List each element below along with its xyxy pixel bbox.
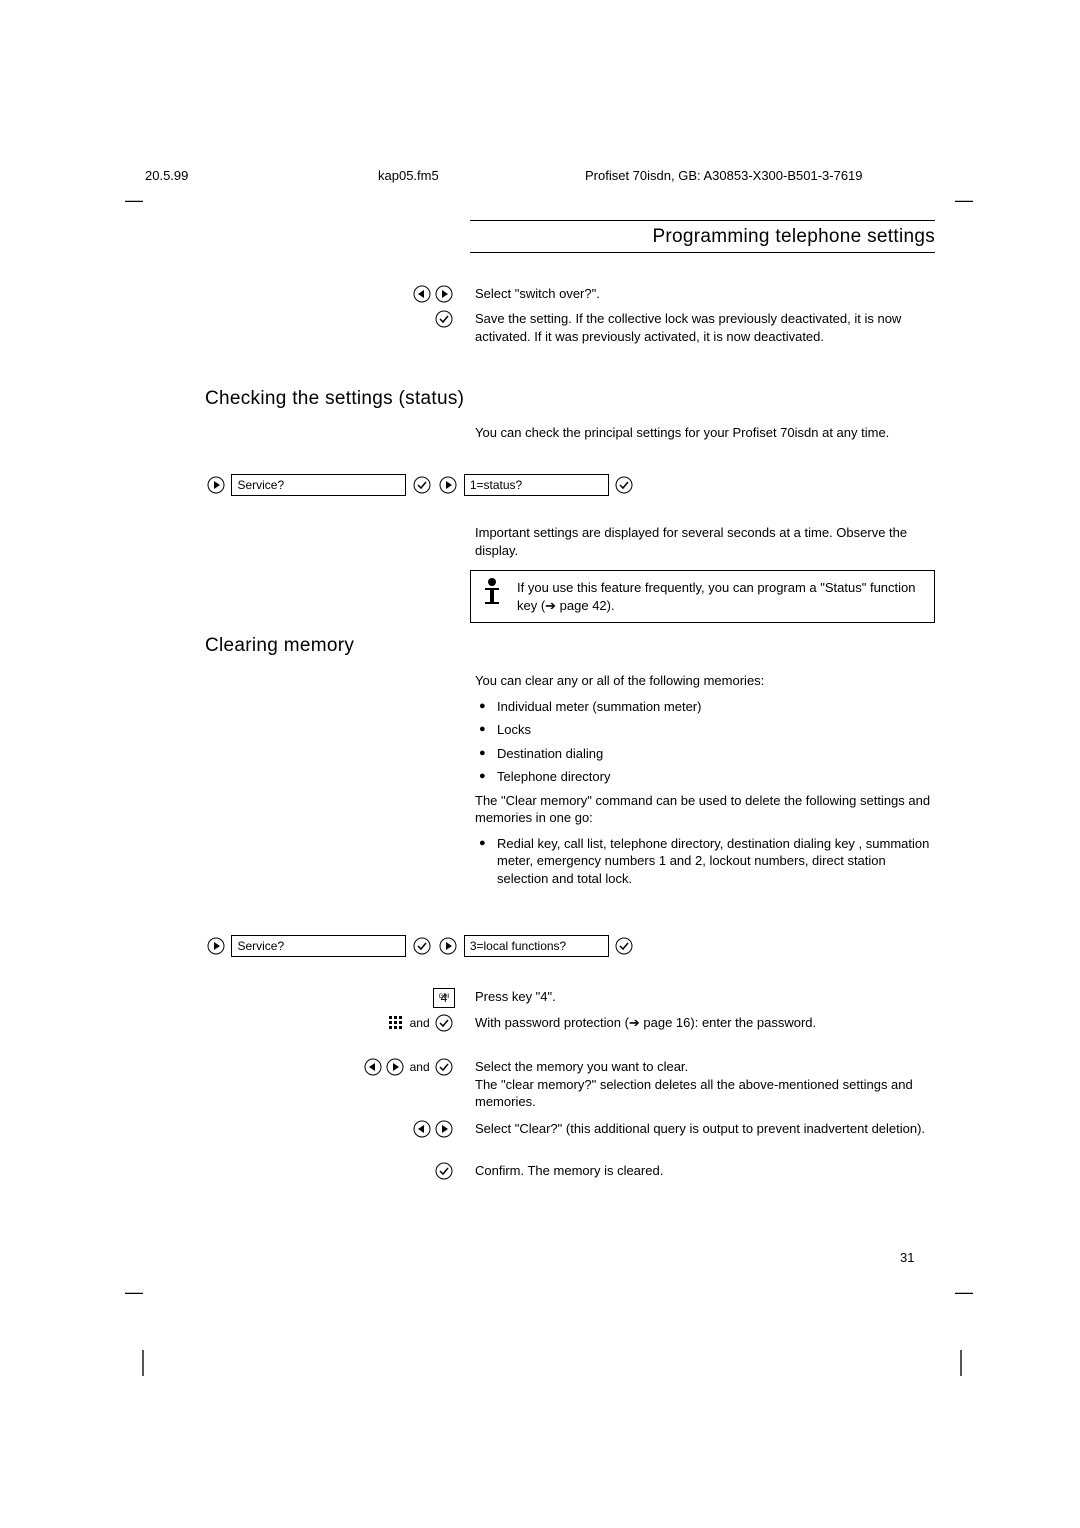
conjunction: and	[406, 1016, 433, 1030]
list-item: Locks	[475, 721, 940, 739]
ok-icon	[615, 937, 633, 955]
body-text: You can clear any or all of the followin…	[475, 672, 940, 690]
arrow-right-icon	[435, 1120, 453, 1138]
list-item: Telephone directory	[475, 768, 940, 786]
key-icons: and	[205, 1058, 465, 1076]
key-sequence: Service? 3=local functions?	[205, 935, 935, 963]
key-icons: 4GHI	[205, 988, 465, 1008]
page-number: 31	[900, 1250, 914, 1265]
body-text: The "Clear memory" command can be used t…	[475, 792, 940, 827]
arrow-right-icon	[439, 476, 457, 494]
crop-mark: —	[955, 1282, 973, 1303]
arrow-right-icon	[386, 1058, 404, 1076]
arrow-left-icon	[413, 285, 431, 303]
section-heading: Clearing memory	[205, 635, 354, 657]
conjunction: and	[406, 1060, 433, 1074]
ok-icon	[435, 1058, 453, 1076]
keycap-4: 4GHI	[433, 988, 455, 1008]
ok-icon	[435, 1162, 453, 1180]
instruction-text: Select the memory you want to clear. The…	[475, 1058, 940, 1111]
key-sequence: Service? 1=status?	[205, 474, 935, 502]
instruction-text: Select "switch over?".	[475, 285, 940, 303]
display-box: Service?	[231, 474, 406, 496]
instruction-text: Confirm. The memory is cleared.	[475, 1162, 940, 1180]
list-item: Redial key, call list, telephone directo…	[475, 835, 940, 888]
cut-mark	[960, 1350, 962, 1376]
list-item: Destination dialing	[475, 745, 940, 763]
key-icons	[205, 1120, 465, 1138]
instruction-text: Select "Clear?" (this additional query i…	[475, 1120, 940, 1138]
instruction-text: Save the setting. If the collective lock…	[475, 310, 940, 345]
key-icons	[205, 285, 465, 303]
display-box: 1=status?	[464, 474, 609, 496]
arrow-left-icon	[364, 1058, 382, 1076]
arrow-right-icon	[207, 937, 225, 955]
ok-icon	[435, 1014, 453, 1032]
info-person-icon	[479, 577, 505, 607]
note-text: If you use this feature frequently, you …	[517, 580, 916, 613]
arrow-left-icon	[413, 1120, 431, 1138]
instruction-text: With password protection (➔ page 16): en…	[475, 1014, 940, 1032]
ok-icon	[615, 476, 633, 494]
arrow-right-icon	[207, 476, 225, 494]
body-text: Important settings are displayed for sev…	[475, 524, 940, 559]
header-docid: Profiset 70isdn, GB: A30853-X300-B501-3-…	[585, 168, 863, 183]
key-icons: and	[205, 1014, 465, 1032]
keypad-icon	[386, 1014, 404, 1032]
note-box: If you use this feature frequently, you …	[470, 570, 935, 623]
display-box: Service?	[231, 935, 406, 957]
cut-mark	[142, 1350, 144, 1376]
crop-mark: —	[125, 190, 143, 211]
key-icons	[205, 1162, 465, 1180]
crop-mark: —	[125, 1282, 143, 1303]
display-box: 3=local functions?	[464, 935, 609, 957]
ok-icon	[413, 476, 431, 494]
header-date: 20.5.99	[145, 168, 188, 183]
key-icons	[205, 310, 465, 328]
crop-mark: —	[955, 190, 973, 211]
body-text: You can check the principal settings for…	[475, 424, 940, 442]
ok-icon	[435, 310, 453, 328]
ok-icon	[413, 937, 431, 955]
arrow-right-icon	[439, 937, 457, 955]
header-file: kap05.fm5	[378, 168, 439, 183]
rule	[470, 220, 935, 221]
rule	[470, 252, 935, 253]
section-heading: Checking the settings (status)	[205, 388, 464, 410]
instruction-text: Press key "4".	[475, 988, 940, 1006]
arrow-right-icon	[435, 285, 453, 303]
page-title: Programming telephone settings	[470, 226, 935, 248]
list-item: Individual meter (summation meter)	[475, 698, 940, 716]
